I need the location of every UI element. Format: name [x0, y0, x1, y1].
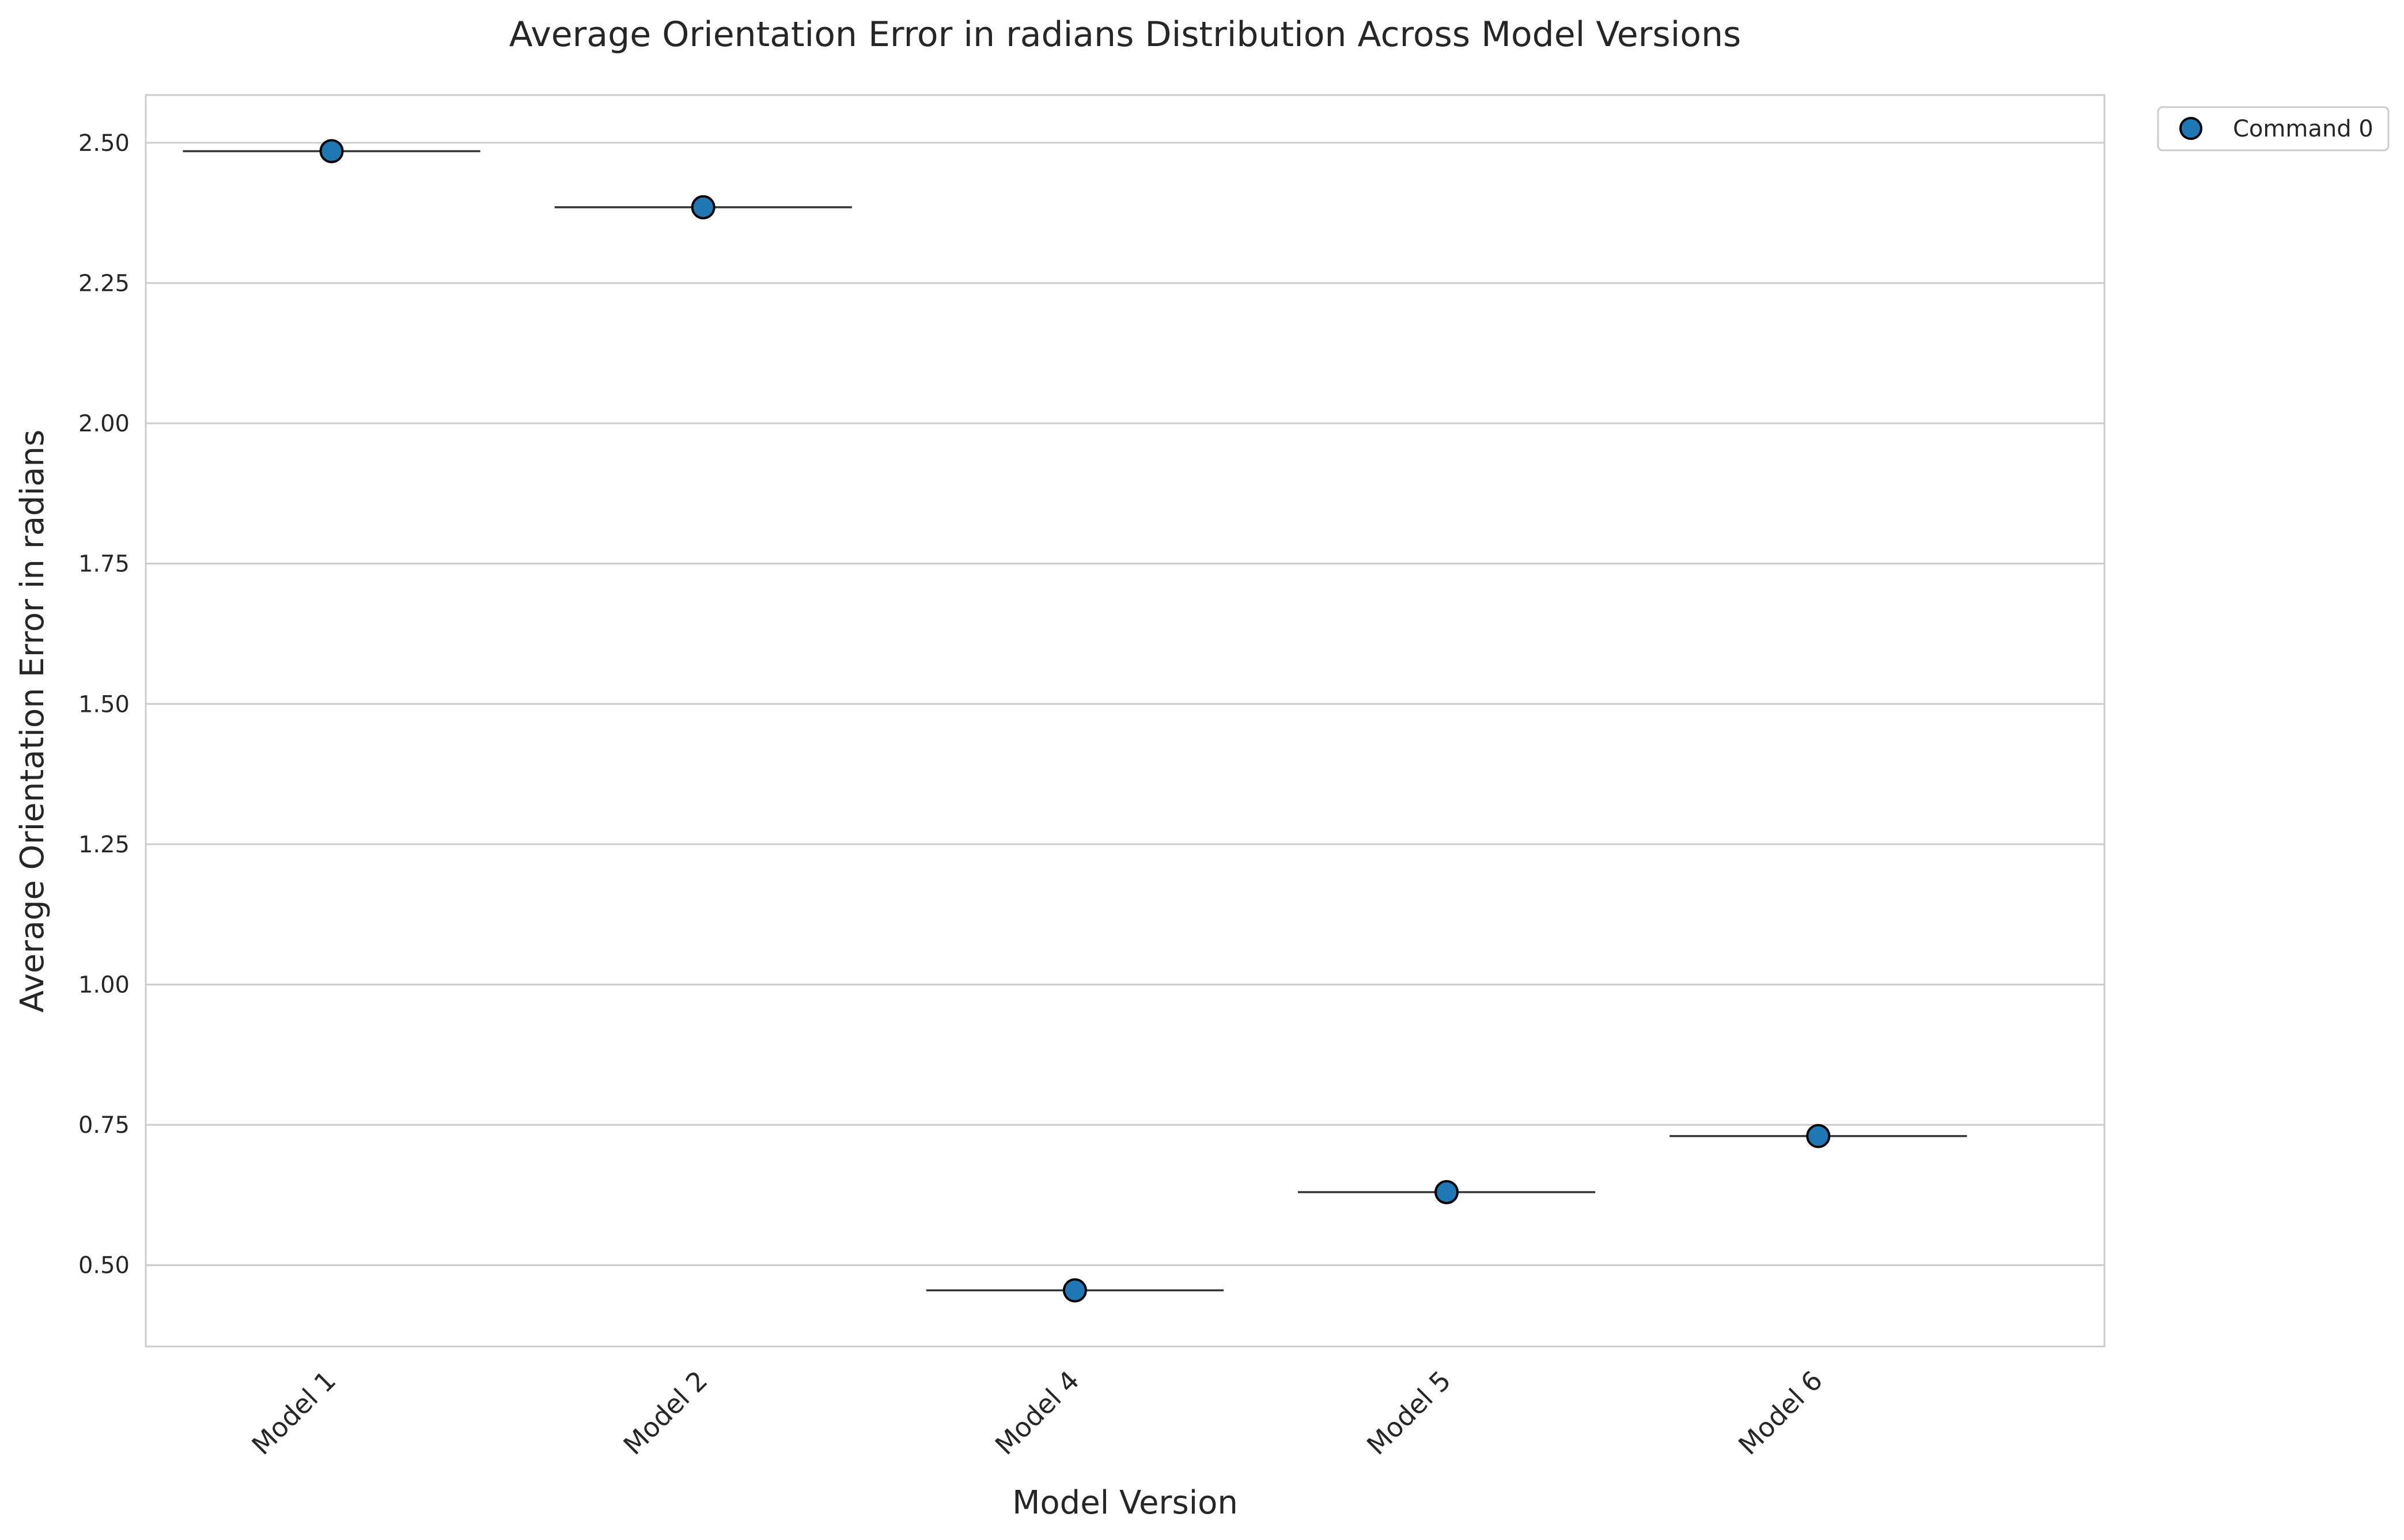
grid-lines	[146, 142, 2104, 1266]
y-tick-label: 0.50	[78, 1253, 130, 1279]
data-point	[1062, 1278, 1087, 1303]
data-points	[319, 139, 1831, 1303]
y-tick-label: 1.25	[78, 832, 130, 858]
data-point	[691, 195, 715, 219]
y-axis-ticks: 0.50 0.75 1.00 1.25 1.50 1.75 2.00 2.25 2.50	[78, 130, 130, 1279]
y-axis-label: Average Orientation Error in radians	[14, 430, 51, 1012]
y-tick-label: 1.00	[78, 972, 130, 998]
y-tick-label: 1.75	[78, 551, 130, 578]
data-point	[1434, 1180, 1459, 1205]
legend-label-command-0: Command 0	[2233, 116, 2373, 142]
data-point	[1806, 1124, 1831, 1148]
y-tick-label: 0.75	[78, 1112, 130, 1139]
data-point	[319, 139, 344, 164]
chart-title: Average Orientation Error in radians Dis…	[509, 14, 1742, 55]
y-tick-label: 2.00	[78, 411, 130, 437]
legend: Command 0	[2157, 106, 2390, 151]
plot-area-frame	[145, 94, 2106, 1348]
y-tick-label: 2.50	[78, 130, 130, 157]
y-tick-label: 1.50	[78, 691, 130, 718]
y-tick-label: 2.25	[78, 270, 130, 297]
legend-marker	[2179, 117, 2202, 140]
legend-frame	[2157, 106, 2390, 151]
x-axis-label: Model Version	[1012, 1484, 1238, 1522]
